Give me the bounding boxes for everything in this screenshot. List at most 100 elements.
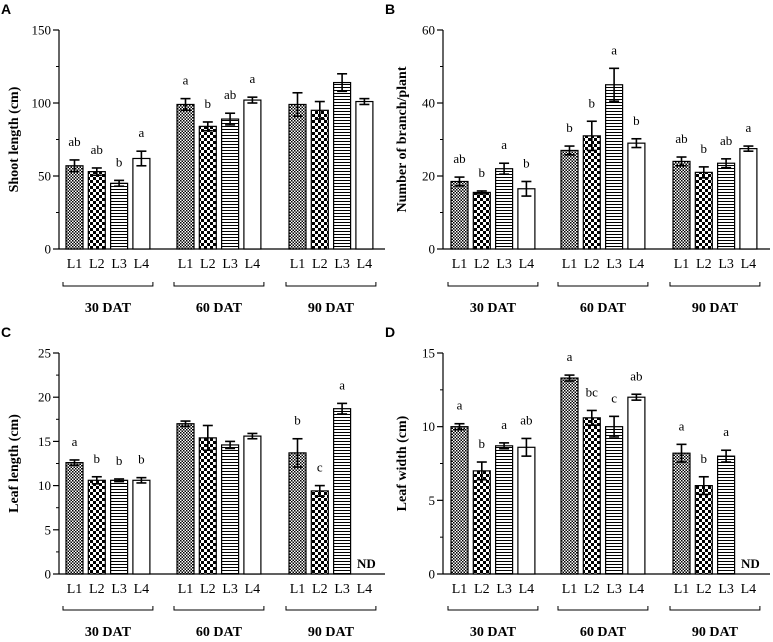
x-category-label: L3 [606, 582, 622, 597]
x-category-label: L3 [496, 257, 512, 272]
bar-l2 [472, 191, 491, 250]
bar-l4 [132, 157, 151, 250]
bar-l1 [65, 165, 84, 250]
x-category-label: L3 [222, 257, 238, 272]
x-category-label: L1 [674, 257, 690, 272]
significance-letter: c [317, 460, 323, 475]
bar-l1 [672, 452, 691, 575]
group-bracket [62, 606, 154, 611]
y-tick-label: 20 [38, 390, 51, 405]
significance-letter: b [138, 452, 145, 467]
significance-letter: a [457, 398, 463, 413]
group-bracket [557, 282, 649, 287]
x-category-label: L1 [562, 257, 578, 272]
x-category-label: L4 [519, 257, 535, 272]
y-tick-label: 50 [38, 169, 51, 184]
significance-letter: b [205, 96, 212, 111]
bar-l1 [560, 377, 579, 575]
group-label: 60 DAT [580, 625, 627, 640]
bar-l3 [604, 426, 624, 575]
x-category-label: L3 [111, 582, 127, 597]
bar-l1 [450, 180, 469, 250]
group-label: 30 DAT [470, 625, 517, 640]
significance-letter: ab [630, 368, 642, 383]
bar-l1 [672, 160, 691, 250]
bar-l2 [198, 437, 217, 575]
bar-l4 [627, 142, 646, 250]
x-category-label: L4 [134, 257, 150, 272]
bar-l2 [472, 470, 491, 575]
y-axis-label: Number of branch/plant [395, 66, 410, 212]
x-category-label: L1 [452, 582, 468, 597]
significance-letter: b [523, 155, 530, 170]
x-category-label: L4 [134, 582, 150, 597]
significance-letter: a [72, 434, 78, 449]
group-bracket [669, 606, 761, 611]
group-label: 90 DAT [308, 625, 355, 640]
y-tick-label: 100 [32, 96, 52, 111]
significance-letter: b [701, 141, 708, 156]
significance-letter: ab [520, 412, 532, 427]
x-category-label: L1 [290, 582, 306, 597]
x-category-label: L3 [496, 582, 512, 597]
group-label: 90 DAT [308, 301, 355, 316]
bar-l4 [517, 188, 536, 250]
significance-letter: b [479, 165, 486, 180]
y-tick-label: 0 [429, 567, 436, 582]
significance-letter: a [611, 42, 617, 57]
x-category-label: L1 [67, 582, 83, 597]
panel-c: C 0 5 10 15 20 25 Leaf length (cm) a L1 b L2 b L3 b L4 3… [1, 324, 385, 640]
x-category-label: L4 [245, 582, 261, 597]
panel-tag: C [1, 324, 11, 340]
x-category-label: L4 [629, 582, 645, 597]
x-category-label: L3 [334, 257, 350, 272]
significance-letter: ab [453, 151, 465, 166]
group-label: 90 DAT [692, 301, 739, 316]
y-tick-label: 150 [32, 23, 52, 38]
bar-l4 [132, 479, 151, 575]
panel-tag: A [1, 1, 11, 17]
x-category-label: L2 [312, 582, 328, 597]
y-axis-label: Leaf length (cm) [7, 414, 22, 513]
group-bracket [447, 606, 539, 611]
x-category-label: L1 [290, 257, 306, 272]
bar-l4 [243, 99, 262, 250]
bar-l3 [221, 118, 240, 250]
bar-l3 [495, 168, 514, 250]
x-category-label: L1 [67, 257, 83, 272]
significance-letter: a [723, 424, 729, 439]
significance-letter: ab [720, 133, 732, 148]
group-bracket [62, 282, 154, 287]
bar-l2 [582, 417, 601, 575]
group-bracket [285, 606, 377, 611]
y-axis-label: Shoot length (cm) [7, 86, 22, 192]
group-bracket [285, 282, 377, 287]
bar-l2 [87, 171, 106, 250]
y-tick-label: 25 [38, 346, 51, 361]
bar-l3 [604, 84, 624, 250]
significance-letter: c [611, 390, 617, 405]
bar-l4 [739, 148, 758, 250]
significance-letter: b [94, 451, 101, 466]
bar-l4 [517, 446, 536, 575]
group-bracket [557, 606, 649, 611]
significance-letter: a [501, 137, 507, 152]
significance-letter: ab [224, 87, 236, 102]
bar-l3 [333, 81, 352, 250]
x-category-label: L2 [200, 582, 216, 597]
x-category-label: L2 [474, 257, 490, 272]
significance-letter: a [501, 417, 507, 432]
bar-l2 [582, 135, 601, 250]
group-label: 90 DAT [692, 625, 739, 640]
x-category-label: L2 [200, 257, 216, 272]
bar-l2 [198, 125, 217, 250]
bar-l4 [355, 100, 374, 250]
group-label: 30 DAT [85, 301, 132, 316]
x-category-label: L2 [89, 257, 105, 272]
x-category-label: L2 [474, 582, 490, 597]
group-label: 30 DAT [85, 625, 132, 640]
significance-letter: a [567, 349, 573, 364]
x-category-label: L3 [222, 582, 238, 597]
